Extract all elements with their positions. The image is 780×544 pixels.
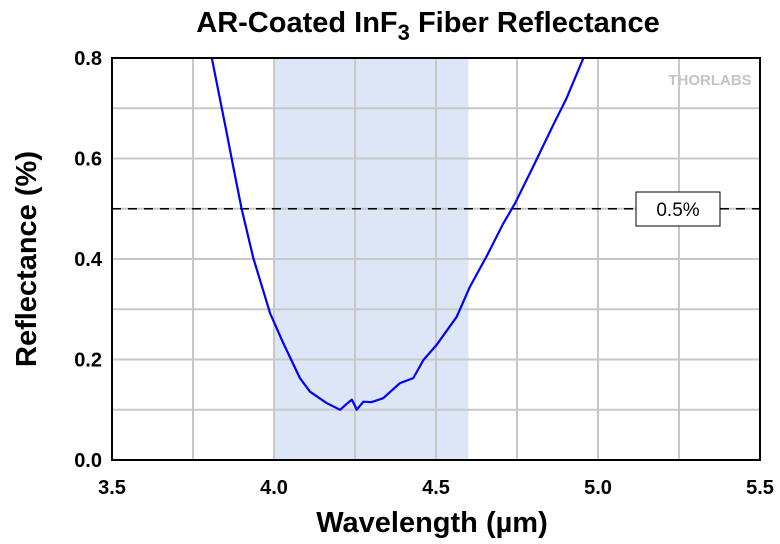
x-tick-label: 3.5 — [98, 477, 126, 499]
y-tick-label: 0.2 — [74, 350, 102, 372]
chart-title: AR-Coated InF3 Fiber Reflectance — [196, 7, 659, 45]
y-tick-label: 0.6 — [74, 149, 102, 171]
y-tick-label: 0.8 — [74, 48, 102, 70]
y-tick-label: 0.0 — [74, 450, 102, 472]
x-tick-label: 5.0 — [584, 477, 612, 499]
x-tick-label: 4.5 — [422, 477, 450, 499]
series-line-reflectance — [210, 57, 585, 411]
x-axis-label: Wavelength (µm) — [316, 507, 548, 539]
y-axis-label: Reflectance (%) — [11, 151, 43, 367]
y-tick-label: 0.4 — [74, 249, 103, 271]
plot-frame — [111, 57, 761, 461]
reference-label-box — [635, 191, 721, 227]
thorlabs-watermark: THORLABS — [668, 72, 751, 89]
x-tick-label: 4.0 — [260, 477, 288, 499]
reference-label: 0.5% — [656, 200, 699, 221]
x-tick-label: 5.5 — [746, 477, 774, 499]
